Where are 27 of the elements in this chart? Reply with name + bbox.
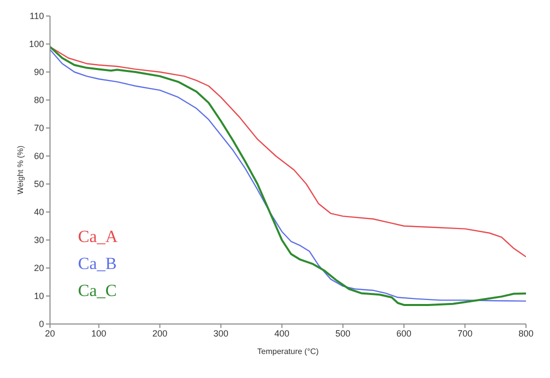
y-tick-label: 10	[34, 291, 44, 302]
x-tick-label: 500	[335, 328, 350, 338]
x-tick-label: 200	[152, 328, 168, 338]
y-tick-label: 30	[34, 235, 44, 246]
y-tick-label: 50	[34, 179, 44, 190]
y-tick-label: 60	[34, 151, 44, 162]
x-tick-label: 400	[274, 328, 290, 338]
y-tick-label: 110	[30, 11, 44, 22]
y-tick-label: 0	[38, 319, 44, 330]
line-series	[50, 46, 526, 258]
text: Ca_C	[78, 280, 118, 302]
y-axis-title: Weight % (%)	[16, 145, 25, 194]
x-tick-label: 300	[213, 328, 228, 338]
y-tick-label: 20	[34, 263, 44, 274]
x-tick-label: 600	[396, 328, 412, 338]
y-tick-label: 40	[34, 207, 44, 218]
x-axis-title: Temperature (°C)	[257, 347, 320, 356]
y-tick-label: 70	[34, 123, 44, 134]
x-tick-label: 100	[91, 328, 106, 338]
y-tick-label: 100	[28, 39, 44, 50]
y-tick-label: 90	[34, 67, 44, 78]
x-tick-label: 700	[457, 328, 472, 338]
text: Ca_B	[78, 253, 118, 275]
y-tick-label: 80	[34, 95, 44, 106]
x-tick-label: 800	[518, 328, 534, 338]
x-tick-label: 20	[44, 328, 56, 338]
text: Ca_A	[78, 226, 118, 248]
